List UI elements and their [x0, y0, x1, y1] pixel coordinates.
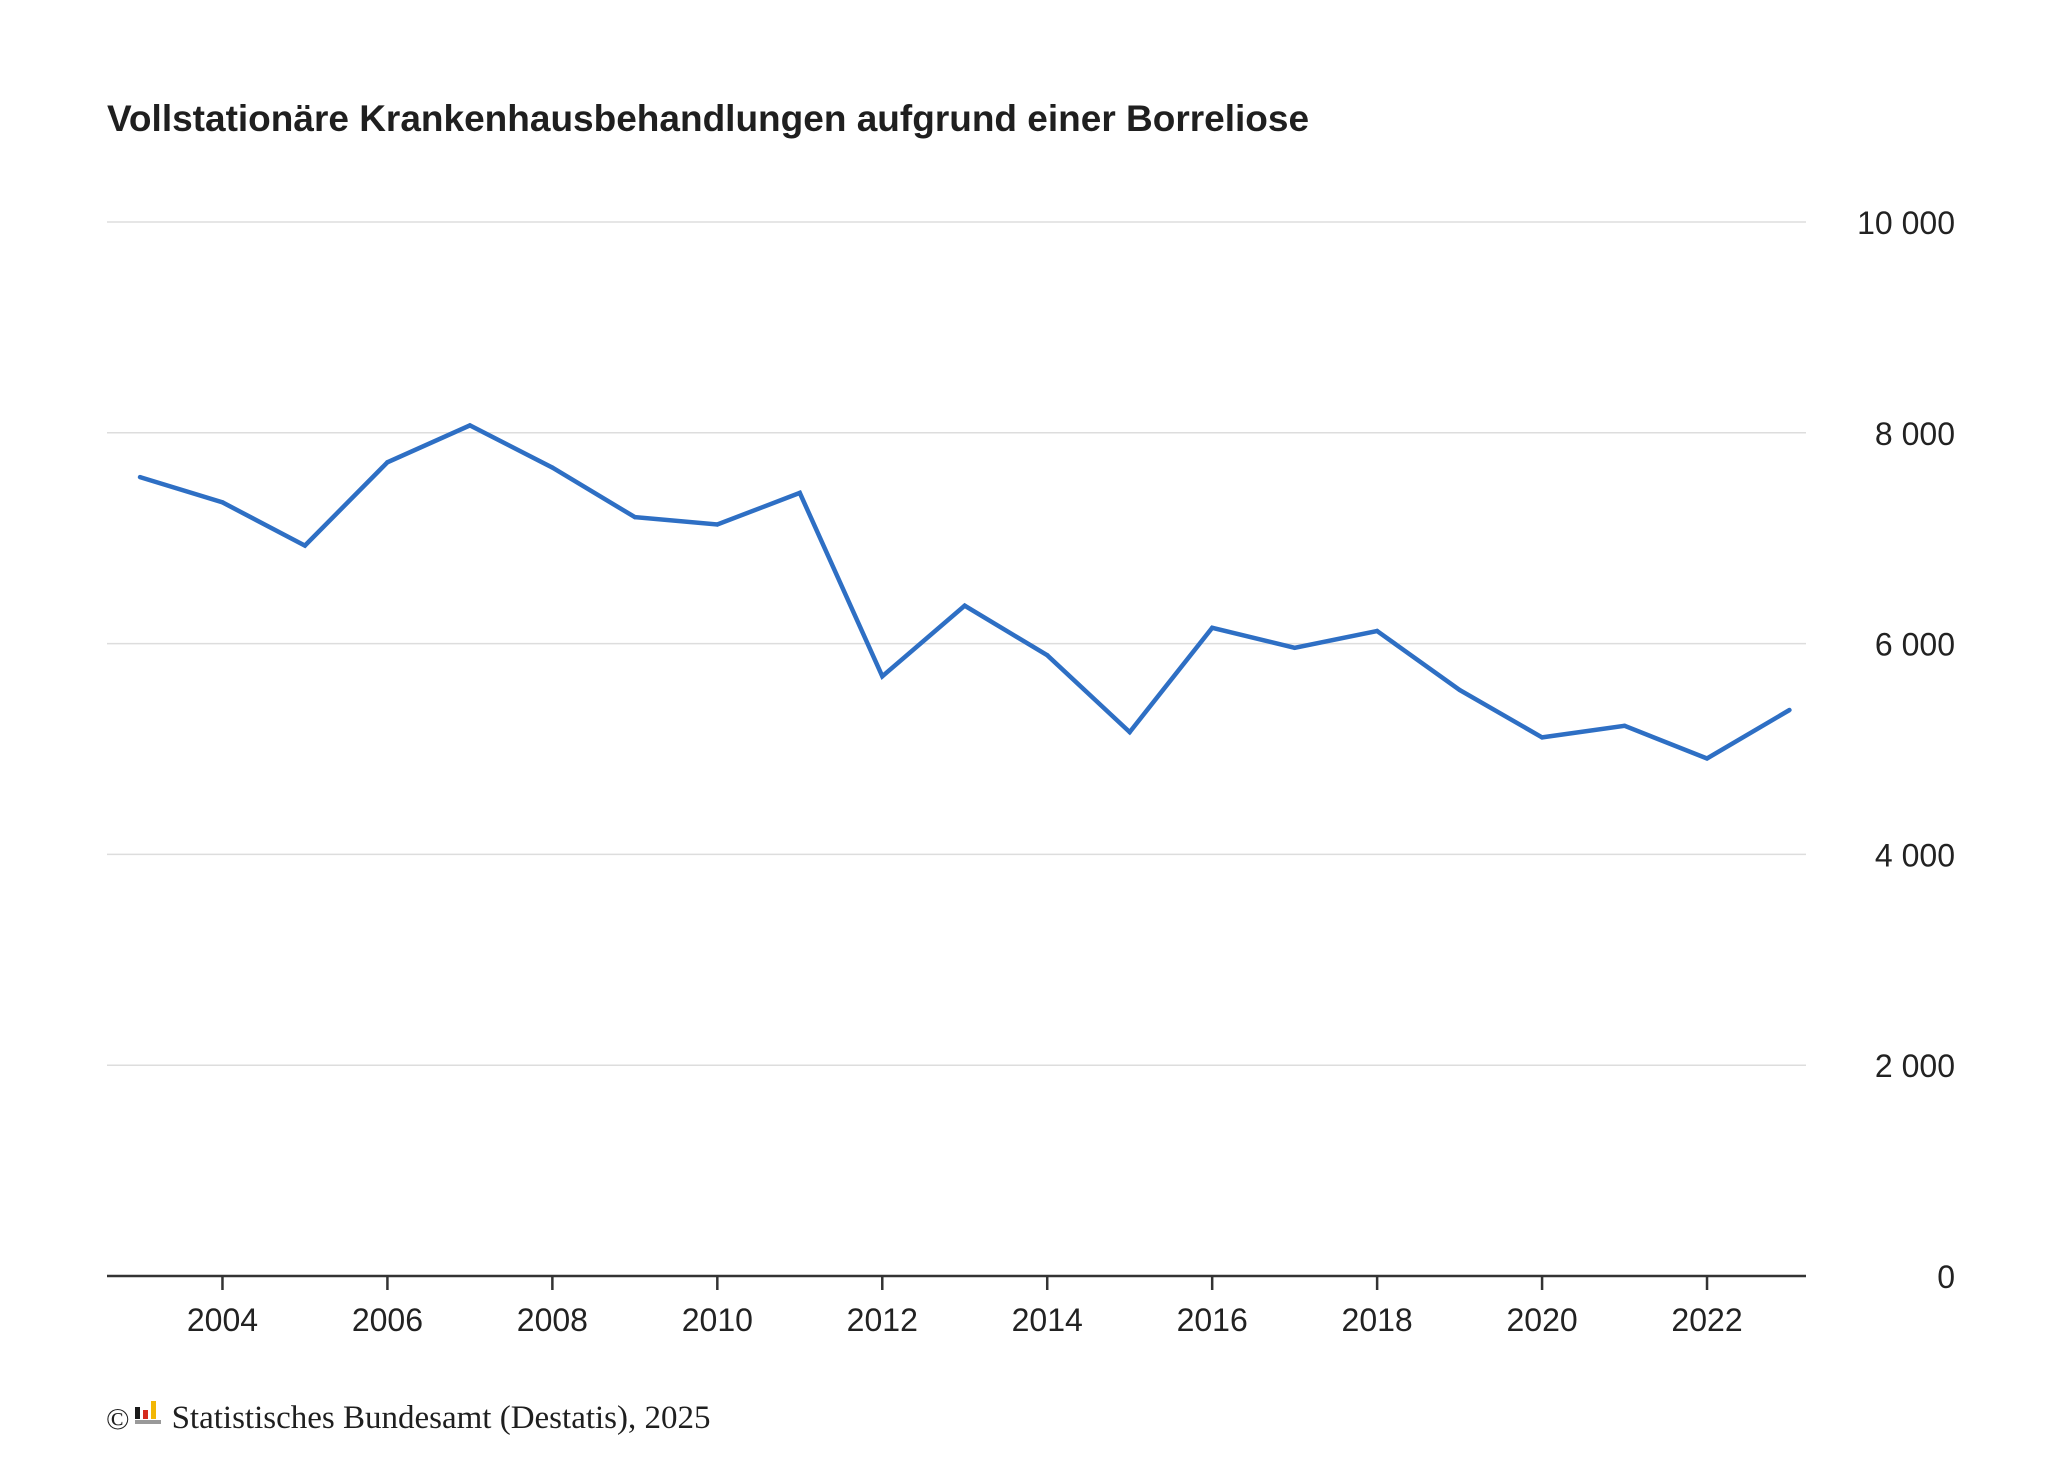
- data-point-2018: [1374, 628, 1380, 634]
- x-tick-label: 2014: [1012, 1302, 1083, 1338]
- x-tick-label: 2008: [517, 1302, 588, 1338]
- data-point-2015: [1127, 729, 1132, 735]
- data-point-2008: [550, 465, 555, 470]
- y-tick-label: 10 000: [1857, 205, 1955, 241]
- data-point-2021: [1622, 723, 1627, 729]
- y-tick-label: 2 000: [1875, 1048, 1955, 1084]
- x-tick-label: 2016: [1177, 1302, 1248, 1338]
- x-tick-label: 2022: [1671, 1302, 1742, 1338]
- data-point-2014: [1045, 652, 1050, 658]
- data-point-2016: [1209, 625, 1215, 630]
- data-point-2019: [1457, 687, 1462, 693]
- chart-title: Vollstationäre Krankenhausbehandlungen a…: [107, 98, 1310, 139]
- data-point-2022: [1704, 756, 1710, 761]
- x-tick-label: 2004: [187, 1302, 258, 1338]
- copyright-symbol: ©: [106, 1400, 130, 1436]
- source-credit: © Statistisches Bundesamt (Destatis), 20…: [106, 1400, 711, 1437]
- x-tick-label: 2020: [1506, 1302, 1577, 1338]
- data-point-2012: [880, 674, 885, 679]
- data-point-2011: [797, 490, 802, 496]
- x-tick-label: 2006: [352, 1302, 423, 1338]
- y-tick-label: 0: [1937, 1259, 1955, 1295]
- x-tick-label: 2012: [847, 1302, 918, 1338]
- x-tick-label: 2018: [1342, 1302, 1413, 1338]
- source-text: Statistisches Bundesamt (Destatis), 2025: [171, 1400, 711, 1436]
- data-point-2009: [632, 514, 638, 520]
- data-point-2010: [715, 522, 720, 527]
- y-axis-tick-labels: 0 2 000 4 000 6 000 8 000 10 000: [1857, 205, 1955, 1295]
- data-point-2007: [467, 423, 473, 428]
- data-point-2020: [1539, 735, 1545, 740]
- gridlines: [107, 221, 1806, 1066]
- data-point-2004: [220, 500, 225, 505]
- series-layer: [137, 422, 1792, 761]
- series-line-0: [139, 422, 1791, 761]
- data-point-2005: [302, 543, 308, 548]
- x-axis: 2004 2006 2008 2010 2012 2014 2016 2018 2020 2022: [107, 1274, 1806, 1338]
- data-point-2017: [1292, 645, 1297, 651]
- y-tick-label: 8 000: [1875, 416, 1955, 452]
- data-point-2013: [962, 603, 967, 608]
- destatis-logo-icon: [134, 1397, 162, 1434]
- y-tick-label: 6 000: [1875, 627, 1955, 663]
- y-tick-label: 4 000: [1875, 837, 1955, 873]
- data-point-2006: [385, 460, 390, 465]
- x-tick-label: 2010: [682, 1302, 753, 1338]
- data-point-2003: [137, 474, 143, 480]
- data-point-2023: [1787, 707, 1792, 713]
